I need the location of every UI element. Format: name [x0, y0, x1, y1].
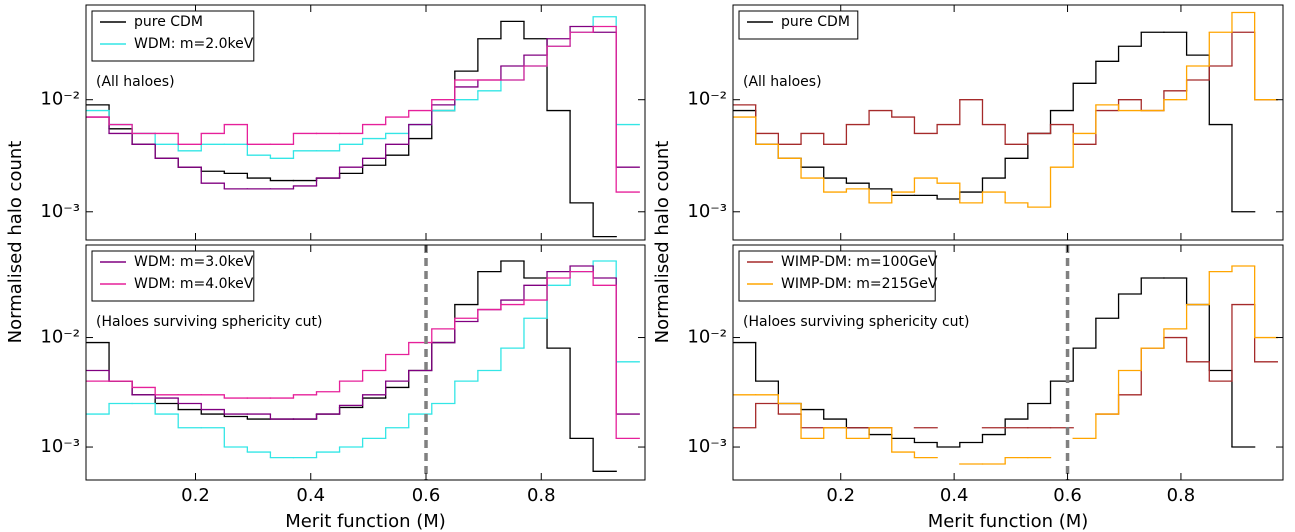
x-axis-label: Merit function (M) — [928, 511, 1089, 532]
y-tick-label: 10⁻² — [687, 89, 727, 110]
annotation: (All haloes) — [96, 74, 175, 90]
y-tick-label: 10⁻³ — [40, 436, 80, 457]
legend-box — [91, 250, 255, 302]
x-tick-label: 0.2 — [181, 485, 210, 506]
plot-area — [733, 11, 1278, 213]
annotation: (Haloes surviving sphericity cut) — [96, 314, 323, 330]
y-tick-label: 10⁻³ — [40, 201, 80, 222]
x-tick-label: 0.8 — [527, 485, 556, 506]
y-tick-label: 10⁻³ — [687, 201, 727, 222]
legend-label: WDM: m=2.0keV — [134, 36, 254, 52]
annotation: (Haloes surviving sphericity cut) — [743, 314, 970, 330]
plot-area — [733, 265, 1278, 465]
x-tick-label: 0.6 — [1053, 485, 1082, 506]
y-axis-label: Normalised halo count — [652, 141, 673, 344]
x-tick-label: 0.6 — [412, 485, 441, 506]
plot-area — [86, 16, 640, 238]
axes-frame — [732, 4, 1284, 241]
legend-box — [738, 250, 936, 302]
axes-frame — [732, 244, 1284, 481]
x-tick-label: 0.4 — [296, 485, 325, 506]
y-axis-label: Normalised halo count — [5, 141, 26, 344]
legend-label: pure CDM — [781, 14, 850, 30]
annotation: (All haloes) — [743, 74, 822, 90]
legend-box — [738, 10, 859, 40]
legend-label: WDM: m=4.0keV — [134, 276, 254, 292]
x-tick-label: 0.8 — [1167, 485, 1196, 506]
legend-label: WDM: m=3.0keV — [134, 254, 254, 270]
plot-area — [86, 260, 640, 472]
x-axis-label: Merit function (M) — [285, 511, 446, 532]
legend-label: WIMP-DM: m=215GeV — [781, 276, 938, 292]
y-tick-label: 10⁻³ — [687, 436, 727, 457]
y-tick-label: 10⁻² — [687, 327, 727, 348]
axes-frame — [85, 244, 646, 481]
x-tick-label: 0.4 — [940, 485, 969, 506]
x-tick-label: 0.2 — [826, 485, 855, 506]
legend-label: pure CDM — [134, 14, 203, 30]
legend-label: WIMP-DM: m=100GeV — [781, 254, 938, 270]
y-tick-label: 10⁻² — [40, 327, 80, 348]
y-tick-label: 10⁻² — [40, 89, 80, 110]
legend-box — [91, 10, 255, 62]
axes-frame — [85, 4, 646, 241]
